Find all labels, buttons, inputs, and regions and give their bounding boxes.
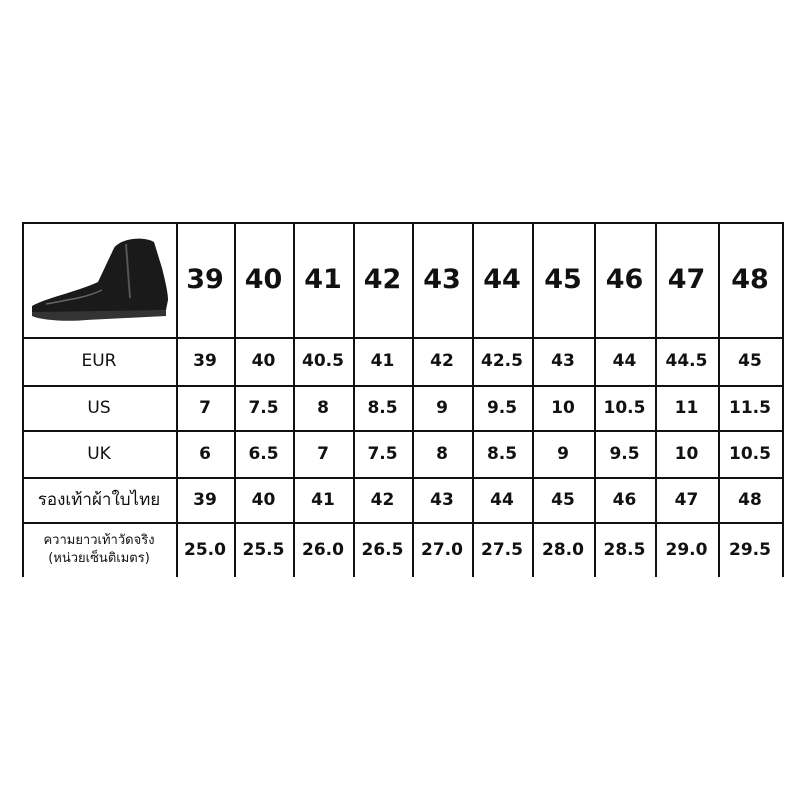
size-value: 42 [430,351,454,371]
size-value: 6 [199,443,211,464]
size-header: 46 [605,264,644,295]
size-value: 7 [199,397,211,418]
size-value: 40.5 [302,351,344,371]
size-header: 42 [363,264,402,295]
size-value: 44.5 [665,351,708,371]
size-header: 48 [731,264,769,295]
size-value: 25.5 [242,539,285,560]
grid-line [782,222,784,577]
row-label: UK [22,430,176,477]
size-value: 47 [674,489,699,510]
size-value: 10 [551,397,575,418]
grid-line [176,222,178,577]
grid-line [594,222,596,577]
size-value: 27.5 [481,539,523,560]
size-value: 8.5 [367,397,398,418]
size-value: 11 [674,397,699,418]
grid-line [22,337,784,339]
size-header: 43 [423,264,461,295]
size-value: 28.0 [542,539,584,560]
label-line: ความยาวเท้าวัดจริง [43,532,155,548]
size-value: 45 [551,489,575,510]
size-value: 39 [193,489,217,510]
size-value: 6.5 [248,443,279,464]
grid-line [22,385,784,387]
size-value: 44 [490,489,514,510]
label-line: EUR [81,351,117,371]
size-value: 40 [251,489,276,510]
size-value: 9 [436,397,448,418]
size-value: 8.5 [486,443,518,464]
size-value: 8 [317,397,329,418]
size-value: 28.5 [603,539,646,560]
size-value: 41 [370,351,395,371]
row-label: EUR [22,337,176,385]
boot-image [32,238,168,321]
grid-line [234,222,236,577]
size-value: 39 [193,351,217,371]
size-value: 46 [612,489,637,510]
size-value: 41 [311,489,335,510]
size-value: 10 [674,443,699,464]
size-value: 26.5 [361,539,404,560]
size-value: 29.0 [665,539,708,560]
size-header: 45 [544,264,582,295]
size-value: 27.0 [421,539,463,560]
size-header: 39 [186,264,224,295]
grid-line [412,222,414,577]
size-value: 9.5 [609,443,640,464]
size-value: 42.5 [481,351,523,371]
size-value: 40 [251,351,276,371]
grid-line [655,222,657,577]
grid-line [22,222,24,577]
label-line: UK [87,443,111,464]
size-value: 25.0 [184,539,226,560]
size-value: 45 [738,351,762,371]
grid-line [532,222,534,577]
grid-line [718,222,720,577]
label-line: US [87,397,111,418]
size-header: 44 [483,264,521,295]
grid-line [293,222,295,577]
size-value: 48 [738,489,762,510]
size-value: 7 [317,443,329,464]
size-value: 44 [612,351,637,371]
size-value: 7.5 [367,443,398,464]
size-header: 41 [304,264,342,295]
grid-line [22,477,784,479]
grid-line [353,222,355,577]
size-value: 43 [551,351,575,371]
size-value: 10.5 [729,443,771,464]
size-value: 7.5 [248,397,279,418]
size-value: 11.5 [729,397,771,418]
row-label: ความยาวเท้าวัดจริง (หน่วยเซ็นติเมตร) [22,522,176,577]
size-value: 9.5 [486,397,518,418]
size-value: 29.5 [729,539,771,560]
size-value: 8 [436,443,448,464]
size-value: 10.5 [603,397,646,418]
size-value: 42 [370,489,395,510]
size-value: 9 [557,443,569,464]
size-header: 40 [244,264,283,295]
grid-line [22,522,784,524]
grid-line [22,430,784,432]
size-header: 47 [667,264,706,295]
size-value: 26.0 [302,539,344,560]
size-value: 43 [430,489,454,510]
row-label: รองเท้าผ้าใบไทย [22,477,176,522]
grid-line [472,222,474,577]
label-line: (หน่วยเซ็นติเมตร) [48,550,150,566]
label-line: รองเท้าผ้าใบไทย [37,490,161,510]
row-label: US [22,385,176,430]
grid-line [22,222,784,224]
